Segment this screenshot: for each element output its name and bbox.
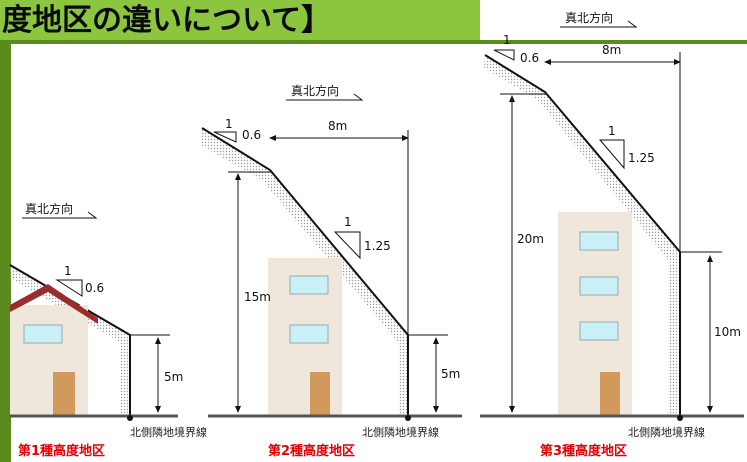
zone-1-boundary-mark: [127, 415, 133, 421]
title-bar: [0, 0, 480, 40]
zone-2-north-label: 真北方向: [291, 83, 339, 98]
zone-3-max-height-label: 20m: [517, 232, 544, 246]
zone-3-window-2: [579, 276, 619, 296]
zone-1-slope-band: [10, 265, 130, 415]
zone-1-house: [10, 305, 88, 415]
zone-1-height-label: 5m: [164, 370, 183, 384]
zone-2-north-arrow: [286, 93, 364, 101]
zone-2-boundary-label: 北側隣地境界線: [362, 425, 439, 439]
zone-3-window-3: [579, 321, 619, 341]
zone-2-window-2: [289, 324, 329, 344]
top-frame-line: [0, 40, 747, 44]
zone-3-slope2-triangle: [598, 139, 625, 170]
zone-2-name: 第2種高度地区: [268, 443, 355, 459]
zone-3-slope-line: [484, 54, 681, 415]
zone-3-slope2-run: 1.25: [628, 151, 655, 165]
zone-3-slope1-rise: 1: [503, 33, 511, 47]
zone-1-boundary-label: 北側隣地境界線: [130, 425, 207, 439]
zone-2-slope-line: [201, 127, 409, 415]
zone-3-slope1-run: 0.6: [520, 51, 539, 65]
zone-3-boundary-mark: [677, 415, 683, 421]
zone-2-max-height-label: 15m: [244, 290, 271, 304]
zone-2-slope2-triangle: [333, 231, 361, 260]
zone-2-slope2-run: 1.25: [364, 239, 391, 253]
zone-3-height-label: 10m: [714, 325, 741, 339]
zone-3-boundary-label: 北側隣地境界線: [628, 425, 705, 439]
zone-3-name: 第3種高度地区: [540, 443, 627, 459]
zone-1-north-arrow: [22, 211, 98, 219]
zone-1-name: 第1種高度地区: [18, 443, 105, 459]
zone-1-slope-rise: 1: [64, 264, 72, 278]
zone-1-diagram: 真北方向 1 0.6 5m 北側隣地境界線 第1種高度地区: [9, 201, 207, 459]
zone-2-slope2-rise: 1: [344, 215, 352, 229]
zone-2-slope1-run: 0.6: [242, 128, 261, 142]
zone-3-distance-label: 8m: [602, 43, 621, 57]
zone-2-distance-label: 8m: [328, 119, 347, 133]
zone-2-slope1-triangle: [213, 131, 237, 143]
zone-2-height-label: 5m: [441, 367, 460, 381]
left-frame: [0, 40, 11, 462]
zone-1-slope-triangle: [55, 279, 83, 297]
zone-3-north-label: 真北方向: [565, 10, 613, 25]
zone-2-slope1-rise: 1: [225, 117, 233, 131]
zone-2-diagram: 真北方向 1 0.6 1 1.25 8m 15m 5m 北側隣地境界線 第2種高…: [200, 83, 462, 459]
zone-1-door: [53, 372, 75, 415]
zone-1-north-label: 真北方向: [25, 201, 73, 216]
page-title: 度地区の違いについて】: [2, 3, 331, 38]
zone-3-door: [600, 372, 620, 415]
zone-1-roof: [10, 284, 98, 324]
zone-3-window-1: [579, 231, 619, 251]
zone-2-boundary-mark: [405, 415, 411, 421]
zone-2-window-1: [289, 275, 329, 295]
zone-1-slope-run: 0.6: [85, 281, 104, 295]
zone-1-window: [23, 324, 63, 344]
zone-3-north-arrow: [560, 20, 638, 28]
zone-2-slope-band: [200, 128, 408, 415]
zone-3-slope1-triangle: [493, 49, 515, 61]
zone-2-door: [310, 372, 330, 415]
zone-3-slope2-rise: 1: [608, 124, 616, 138]
zone-3-diagram: 真北方向 1 0.6 1 1.25 8m 20m 10m 北側隣地境界線: [480, 10, 744, 459]
